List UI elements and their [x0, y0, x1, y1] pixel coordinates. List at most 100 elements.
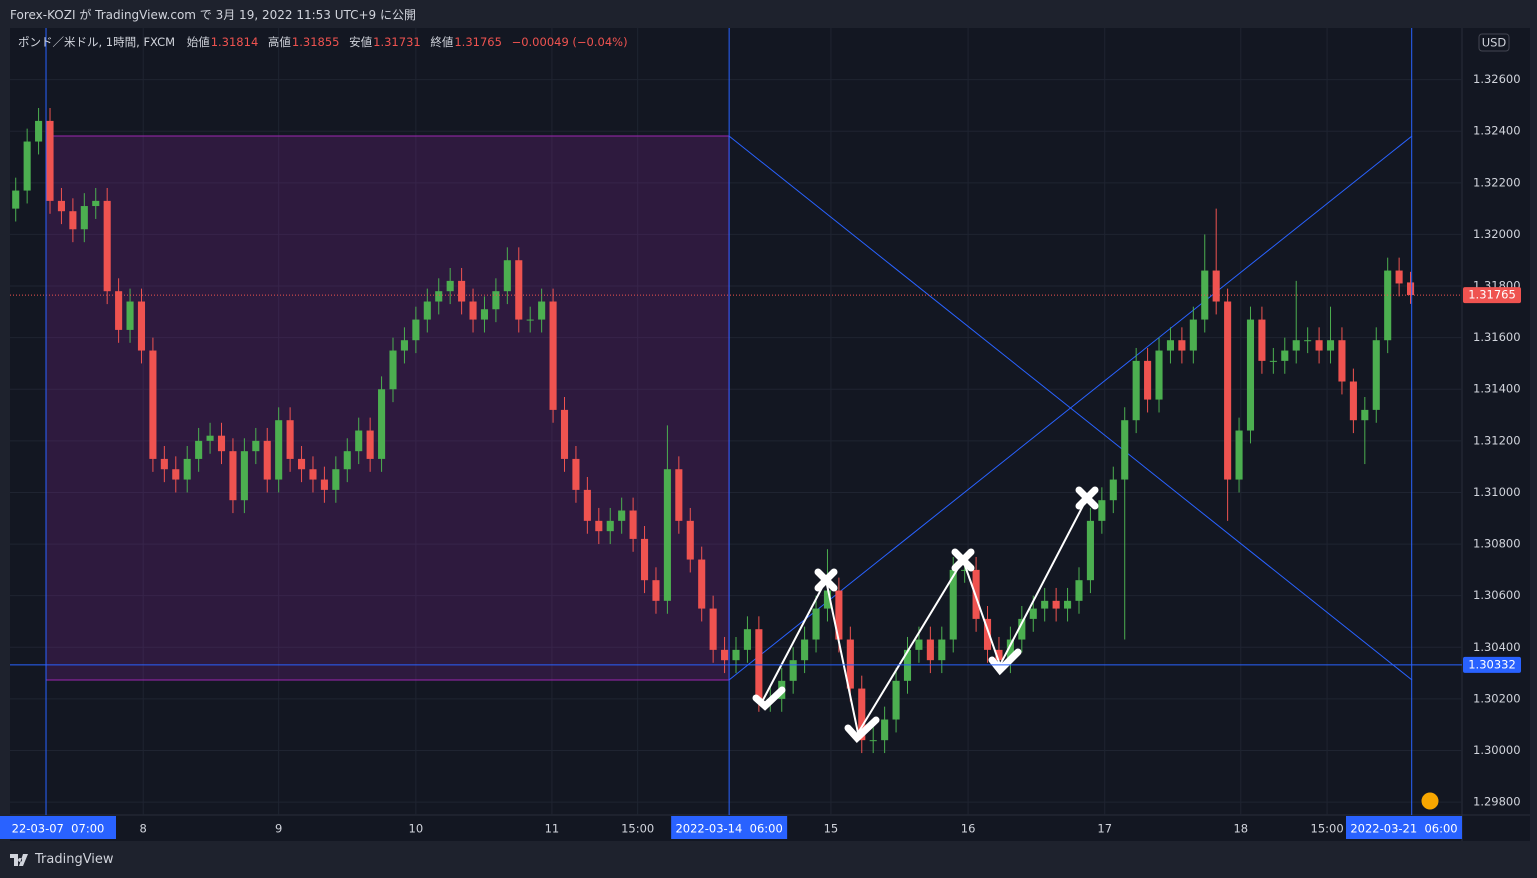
candle-body: [23, 141, 31, 191]
candle-body: [103, 200, 111, 292]
candle-body: [57, 200, 65, 212]
candle-body: [1178, 340, 1186, 351]
ohlc-key: 終値: [430, 35, 454, 49]
candle-body: [881, 719, 889, 741]
candle-body: [801, 639, 809, 661]
candle-body: [1064, 600, 1072, 609]
y-tick-label: 1.29800: [1473, 795, 1521, 809]
candle-body: [858, 688, 866, 741]
ohlc-value: 1.31855: [291, 35, 340, 49]
y-tick-label: 1.30200: [1473, 691, 1521, 705]
candle-body: [297, 458, 306, 470]
candle-body: [709, 608, 717, 650]
change: −0.00049 (−0.04%): [511, 35, 628, 49]
legend: ポンド／米ドル, 1時間, FXCM 始値1.31814 高値1.31855 安…: [18, 34, 634, 50]
candle-body: [332, 469, 340, 490]
candle-body: [286, 420, 294, 459]
candle-body: [606, 520, 614, 532]
candle-body: [1018, 618, 1026, 640]
candle-body: [1212, 270, 1220, 302]
candle-body: [1224, 301, 1232, 480]
x-tick-label: 15: [824, 822, 839, 836]
candle-body: [1326, 340, 1335, 351]
marker-label: 2022-03-14 06:00: [675, 822, 782, 836]
candle-body: [1132, 360, 1140, 421]
candle-body: [789, 660, 797, 681]
trend-line: [728, 135, 1413, 681]
candle-body: [560, 409, 569, 459]
candle-body: [618, 510, 626, 521]
candle-body: [1098, 500, 1106, 521]
candle-body: [412, 319, 420, 341]
candle-body: [46, 120, 54, 201]
candle-body: [595, 520, 603, 532]
candle-body: [1292, 340, 1300, 351]
currency: USD: [1482, 36, 1507, 50]
marker-label-box: [671, 816, 788, 839]
candle-body: [229, 451, 237, 501]
x-tick-label: 9: [275, 822, 282, 836]
candle-body: [903, 649, 912, 681]
price-axis: [1462, 28, 1530, 815]
y-tick-label: 1.30600: [1473, 588, 1521, 602]
x-tick-label: 11: [545, 822, 560, 836]
y-tick-label: 1.30000: [1473, 743, 1521, 757]
ohlc-key: 高値: [267, 35, 291, 49]
candle-body: [743, 629, 751, 650]
candle-body: [686, 520, 694, 560]
x-tick-label: 17: [1097, 822, 1112, 836]
plot-area: [10, 28, 1462, 815]
candle-body: [926, 639, 934, 661]
candle-body: [1189, 319, 1197, 351]
candle-body: [309, 469, 317, 480]
candle-body: [423, 301, 431, 320]
candle-body: [160, 458, 168, 470]
candle-body: [995, 649, 1003, 661]
candle-body: [835, 590, 843, 640]
y-tick-label: 1.30400: [1473, 640, 1521, 654]
ohlc-value: 1.31814: [210, 35, 259, 49]
candle-body: [1281, 350, 1289, 361]
cross-marks: [814, 486, 1099, 592]
candle-body: [755, 629, 763, 699]
candle-body: [355, 430, 363, 452]
candle-body: [252, 440, 260, 452]
x-tick-label: 18: [1233, 822, 1248, 836]
candle-body: [366, 430, 374, 459]
candle-body: [503, 260, 511, 292]
x-tick-label: 15:00: [621, 822, 654, 836]
flag-icon: [1420, 791, 1440, 811]
candle-body: [263, 440, 271, 480]
price-label: 1.30332: [1468, 657, 1516, 671]
y-tick-label: 1.31400: [1473, 382, 1521, 396]
candle-body: [1121, 420, 1129, 480]
y-tick-label: 1.32200: [1473, 175, 1521, 189]
ohlc-value: 1.31731: [373, 35, 421, 49]
x-tick-label: 10: [409, 822, 424, 836]
candle-body: [869, 740, 877, 742]
candle-body: [115, 291, 123, 330]
candle-body: [172, 469, 180, 480]
candle-body: [961, 569, 969, 571]
publish-info: Forex-KOZI が TradingView.com で 3月 19, 20…: [10, 8, 417, 22]
candle-body: [12, 190, 20, 209]
brand-name: TradingView: [35, 852, 114, 867]
marker-label: 22-03-07 07:00: [12, 822, 105, 836]
candle-body: [69, 211, 77, 230]
candle-body: [721, 649, 729, 661]
candle-body: [378, 389, 386, 459]
candle-body: [1269, 360, 1277, 362]
candle-body: [1235, 430, 1243, 480]
y-tick-label: 1.30800: [1473, 537, 1521, 551]
x-tick-label: 8: [140, 822, 147, 836]
candle-body: [1155, 350, 1163, 400]
y-tick-label: 1.32400: [1473, 124, 1521, 138]
candle-body: [343, 451, 351, 470]
y-tick-label: 1.31000: [1473, 485, 1521, 499]
currency-box: [1478, 33, 1510, 52]
candle-body: [949, 569, 957, 640]
candle-body: [1086, 520, 1094, 581]
candle-body: [1041, 600, 1049, 609]
candle-body: [640, 538, 649, 581]
